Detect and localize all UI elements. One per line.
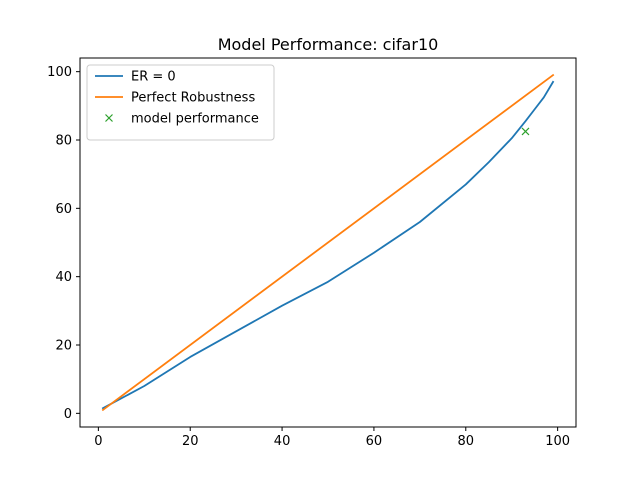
x-tick-label: 20 [182, 434, 199, 449]
y-tick-label: 100 [47, 65, 72, 80]
chart-title: Model Performance: cifar10 [218, 35, 439, 54]
plot-area: 0 20 40 60 80 100 0 20 40 60 80 100 ER = 0 Perfect Ro… [47, 57, 577, 449]
legend-marker-swatch [105, 114, 113, 122]
legend-label: Perfect Robustness [131, 91, 255, 106]
x-tick-label: 80 [458, 434, 475, 449]
legend-label: ER = 0 [131, 70, 176, 85]
y-tick-label: 80 [55, 134, 72, 149]
series-line-1 [101, 73, 555, 412]
y-tick-label: 20 [55, 339, 72, 354]
x-tick-label: 0 [94, 434, 102, 449]
legend-box [86, 64, 275, 141]
x-tick-label: 60 [366, 434, 383, 449]
x-tick-label: 40 [274, 434, 291, 449]
legend: ER = 0 Perfect Robustness model performanc… [86, 64, 275, 141]
y-tick-label: 40 [55, 270, 72, 285]
x-tick-label: 100 [545, 434, 570, 449]
axes-frame [79, 57, 577, 428]
data-point-marker [521, 127, 530, 136]
series-line-0 [101, 80, 555, 410]
y-tick-label: 0 [64, 407, 72, 422]
y-tick-label: 60 [55, 202, 72, 217]
legend-label: model performance [131, 112, 259, 127]
